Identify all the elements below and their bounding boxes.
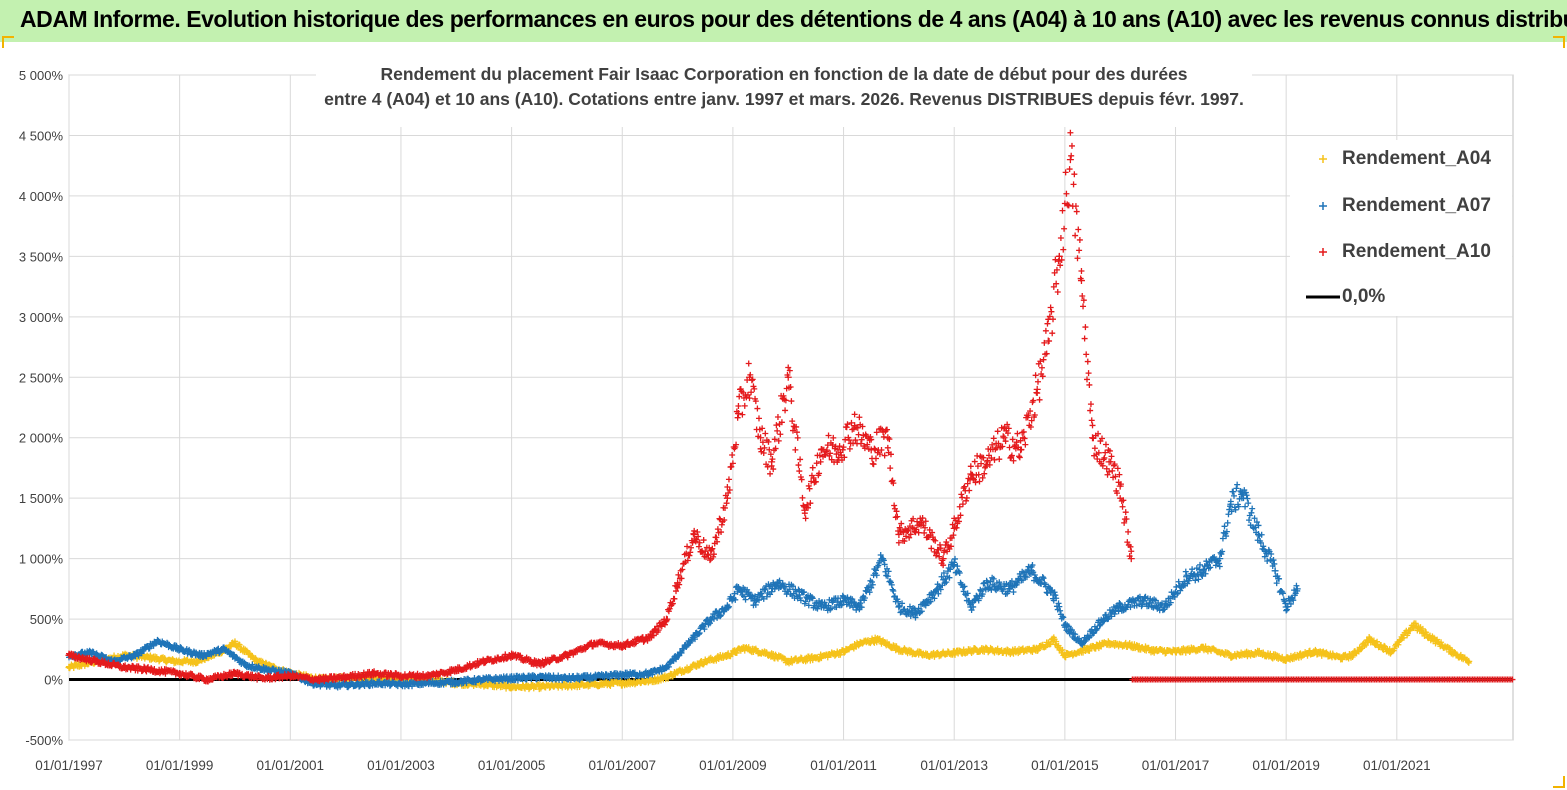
y-tick-label: 3 500% (19, 249, 64, 264)
data-point-rendement-a04 (161, 655, 168, 662)
y-tick-label: 0% (44, 673, 63, 688)
page-title: ADAM Informe. Evolution historique des p… (20, 6, 1567, 32)
y-tick-label: 1 000% (19, 552, 64, 567)
data-point-rendement-a04 (236, 641, 243, 648)
y-tick-label: 4 500% (19, 128, 64, 143)
y-tick-label: 1 500% (19, 491, 64, 506)
y-tick-label: 2 000% (19, 431, 64, 446)
x-tick-label: 01/01/2015 (1031, 758, 1099, 773)
y-tick-label: -500% (25, 733, 63, 748)
data-point-rendement-a04 (607, 682, 614, 689)
x-tick-label: 01/01/2007 (588, 758, 656, 773)
data-point-rendement-a04 (259, 658, 266, 665)
x-tick-label: 01/01/2017 (1142, 758, 1210, 773)
y-tick-label: 500% (30, 612, 64, 627)
y-tick-label: 5 000% (19, 68, 64, 83)
y-tick-label: 3 000% (19, 310, 64, 325)
x-tick-label: 01/01/2021 (1363, 758, 1431, 773)
x-tick-label: 01/01/1997 (35, 758, 103, 773)
x-tick-label: 01/01/2019 (1252, 758, 1320, 773)
x-tick-label: 01/01/1999 (146, 758, 214, 773)
y-tick-label: 4 000% (19, 189, 64, 204)
header-banner: ADAM Informe. Evolution historique des p… (0, 0, 1567, 42)
corner-mark-bottom-right (1553, 776, 1565, 788)
corner-mark-top-left (2, 36, 14, 48)
data-point-rendement-a04 (729, 651, 736, 658)
data-point-rendement-a04 (262, 659, 269, 666)
x-tick-label: 01/01/2005 (478, 758, 546, 773)
data-point-rendement-a04 (733, 649, 740, 656)
x-tick-label: 01/01/2013 (920, 758, 988, 773)
x-tick-label: 01/01/2009 (699, 758, 767, 773)
y-tick-label: 2 500% (19, 370, 64, 385)
x-tick-label: 01/01/2003 (367, 758, 435, 773)
x-tick-label: 01/01/2011 (810, 758, 877, 773)
chart-canvas: -500% 0% 500% 1 000% 1 500% 2 000% 2 500% 3 000… (19, 68, 1516, 773)
corner-mark-top-right (1553, 36, 1565, 48)
x-tick-label: 01/01/2001 (257, 758, 325, 773)
data-point-rendement-a04 (745, 644, 752, 651)
